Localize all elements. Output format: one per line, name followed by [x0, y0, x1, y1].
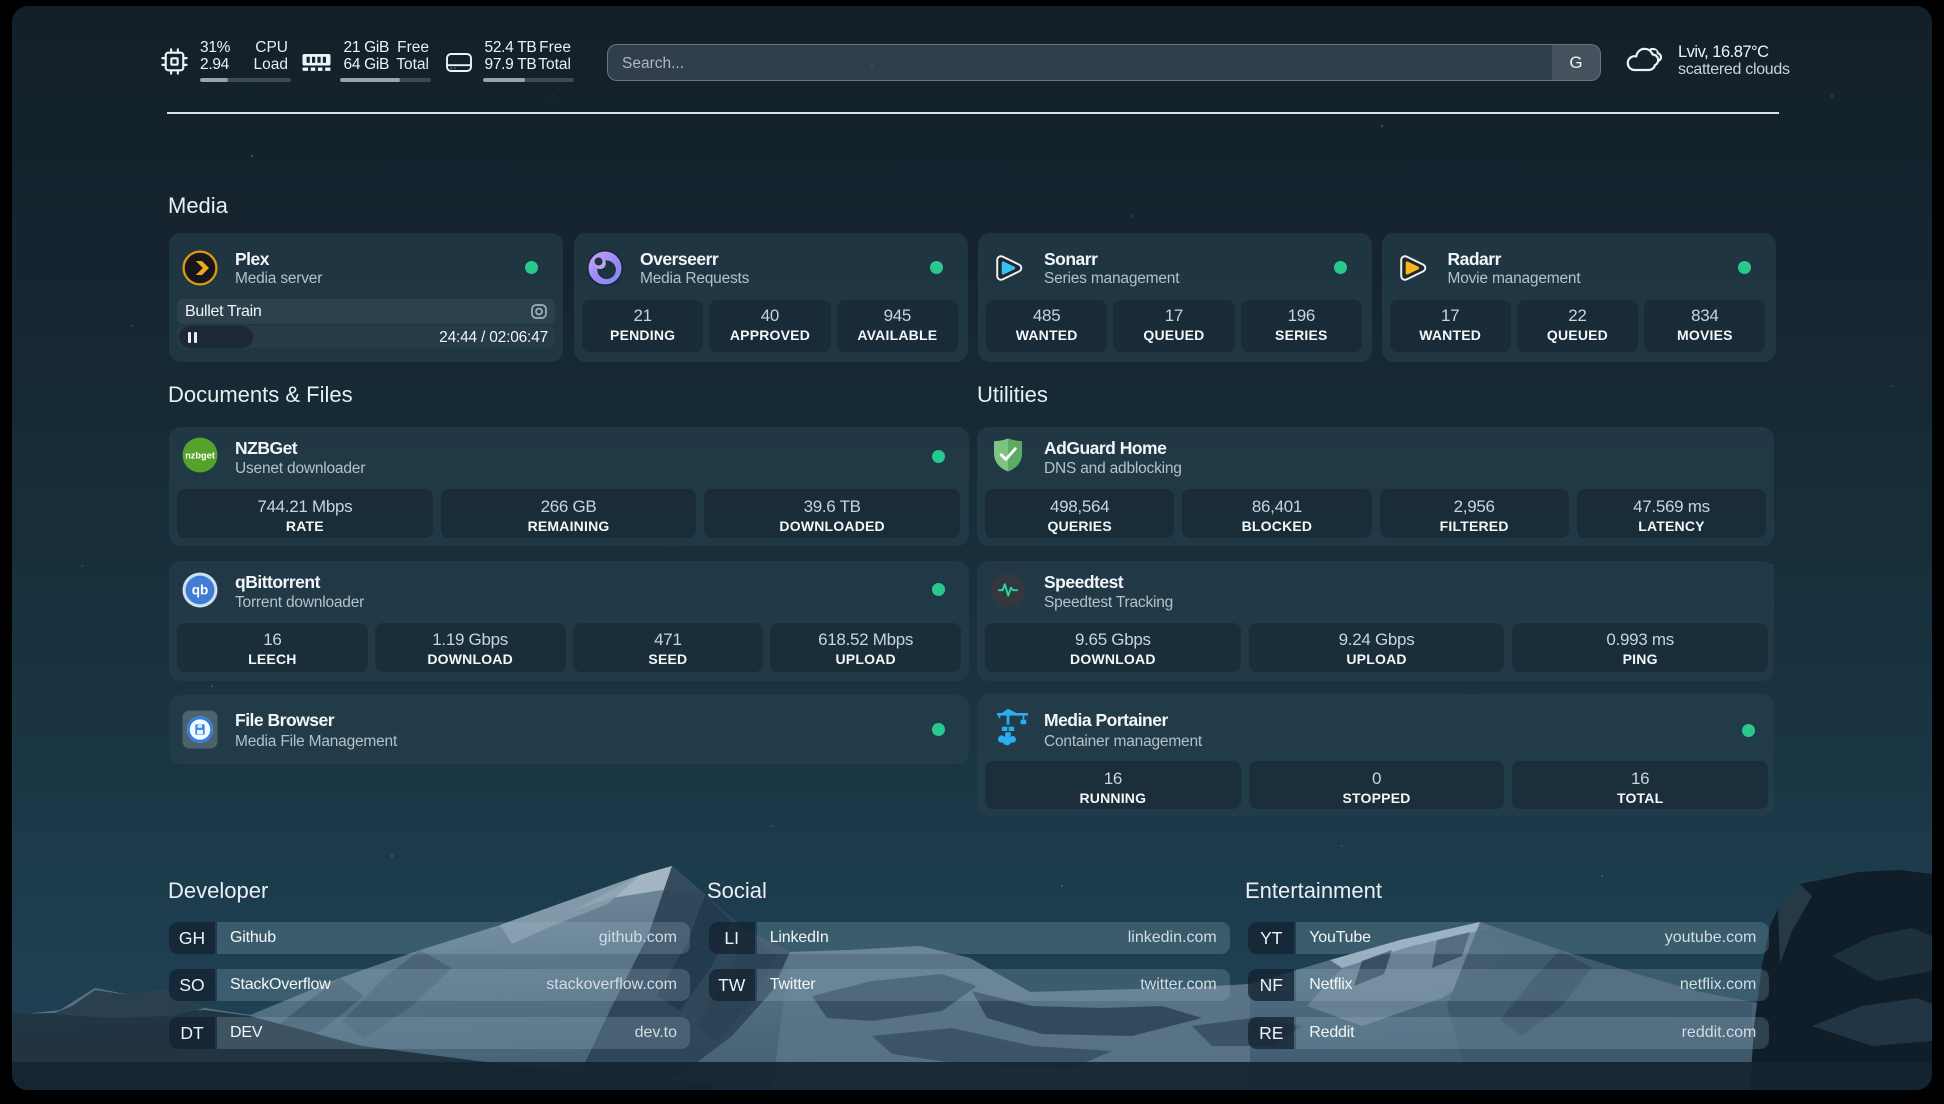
- svg-text:qb: qb: [192, 583, 209, 598]
- svg-text:nzbget: nzbget: [185, 451, 215, 461]
